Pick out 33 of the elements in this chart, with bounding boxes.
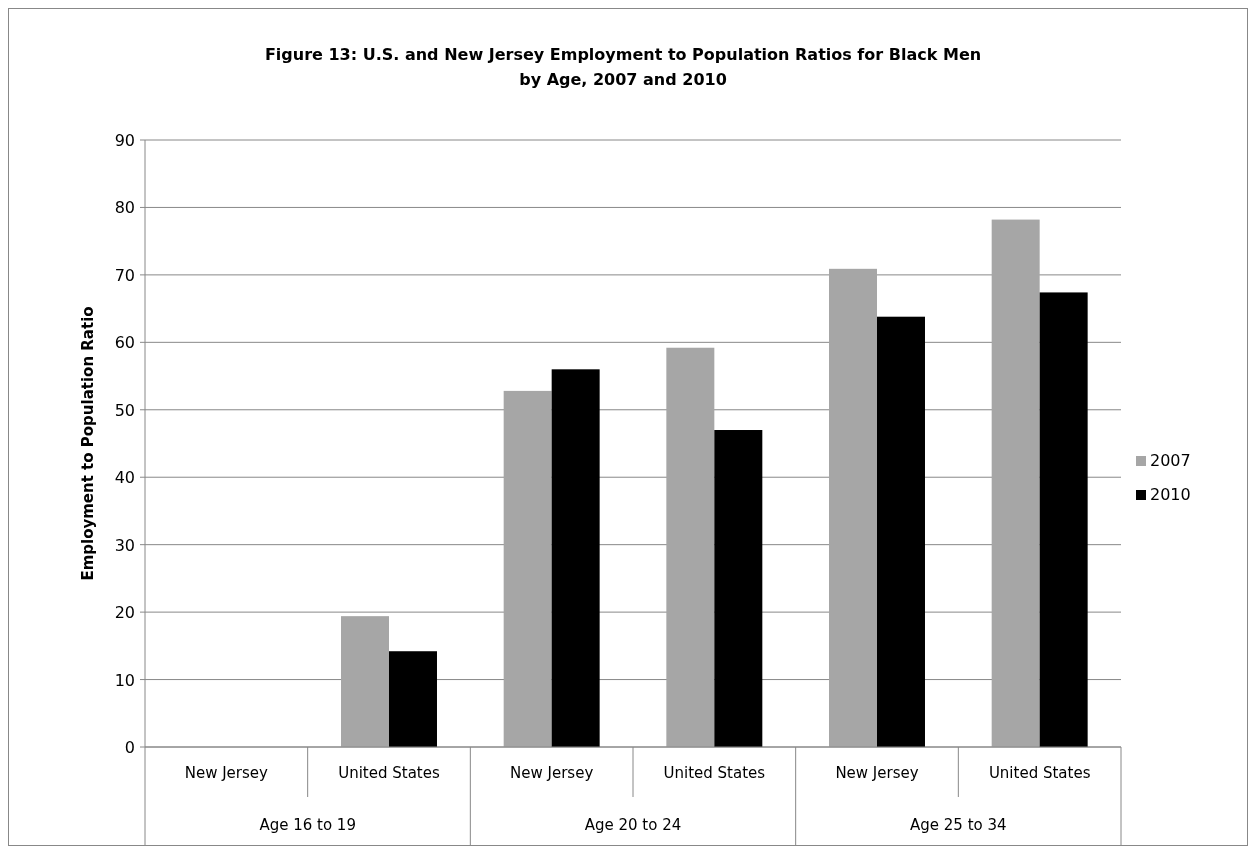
y-tick-label: 30: [114, 535, 135, 555]
bar: [829, 268, 877, 747]
x-tick-label: United States: [338, 764, 440, 782]
y-tick-label: 90: [114, 131, 135, 150]
y-tick-label: 60: [114, 333, 135, 353]
bar: [877, 316, 925, 747]
x-tick-label: United States: [663, 764, 766, 782]
bar: [341, 616, 389, 747]
x-tick-label: New Jersey: [835, 764, 919, 782]
chart-title: Figure 13: U.S. and New Jersey Employment to Population Ratios for Black Men by Age, 2007 and 2010: [264, 45, 982, 89]
bar: [1039, 292, 1088, 747]
y-tick-label: 0: [124, 738, 135, 757]
text: Age 20 to 24: [584, 816, 682, 834]
x-tick-label: New Jersey: [184, 764, 269, 782]
y-tick-label: 40: [114, 468, 135, 488]
y-tick-label: 70: [114, 265, 135, 285]
y-tick-label: 10: [114, 670, 135, 690]
y-axis-title: Employment to Population Ratio: [79, 306, 97, 581]
bar: [666, 347, 715, 747]
text: Age 16 to 19: [259, 816, 356, 834]
y-tick-label: 50: [114, 400, 135, 420]
x-tick-label: New Jersey: [510, 764, 594, 782]
bar: [714, 430, 763, 747]
bar: [503, 390, 552, 747]
legend-label: 2007: [1150, 451, 1191, 470]
bar: [991, 219, 1040, 747]
y-tick-label: 80: [114, 198, 135, 218]
text: Age 25 to 34: [910, 816, 1007, 834]
legend-label: 2010: [1150, 485, 1191, 504]
x-tick-label: United States: [988, 764, 1091, 782]
bar: [389, 651, 437, 747]
y-tick-label: 20: [114, 603, 135, 623]
bar: [551, 369, 600, 747]
